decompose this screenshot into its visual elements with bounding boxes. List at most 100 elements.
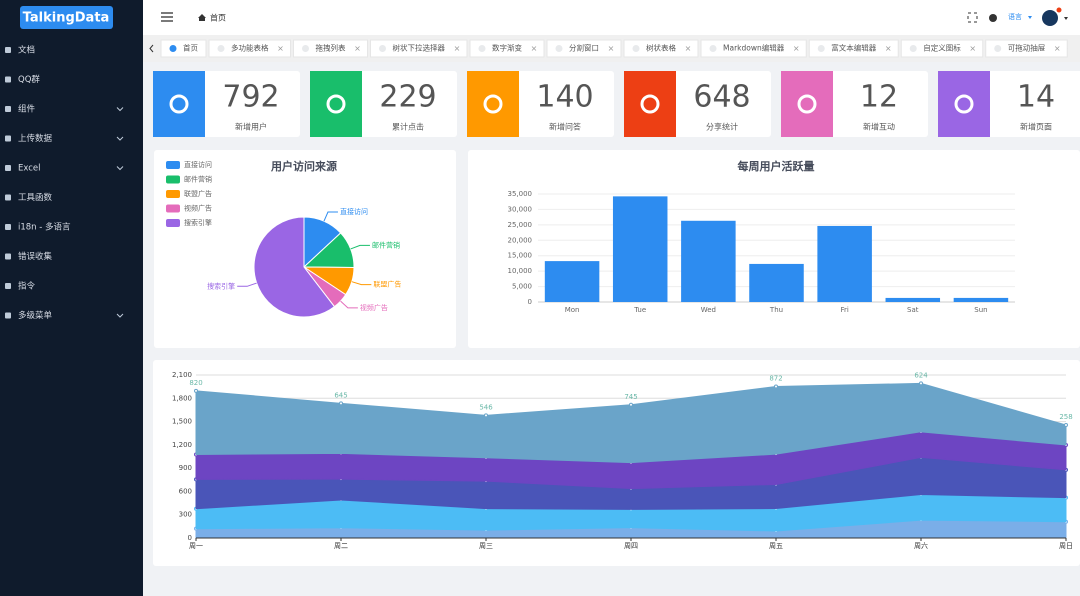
- tab[interactable]: [700, 39, 807, 58]
- menu-icon: [5, 194, 11, 201]
- menu-toggle[interactable]: [161, 12, 173, 22]
- menu-icon: [5, 253, 11, 260]
- tab[interactable]: [900, 39, 984, 58]
- slice-label: 联盟广告: [373, 280, 401, 289]
- stat-value: 12: [860, 80, 898, 115]
- tab[interactable]: [160, 39, 207, 58]
- value-label: 645: [334, 391, 347, 399]
- x-tick-label: Tue: [633, 306, 646, 314]
- x-tick-label: Sun: [974, 306, 987, 314]
- legend-label: 邮件营销: [184, 175, 212, 184]
- stat-icon-bg: [153, 71, 205, 137]
- slice-label: 视频广告: [360, 303, 388, 312]
- stat-icon-bg: [781, 71, 833, 137]
- bar: [612, 196, 668, 302]
- menu-item[interactable]: 错误收集: [18, 251, 53, 262]
- menu-item[interactable]: 多级菜单: [18, 310, 53, 321]
- stat-icon: [326, 94, 346, 114]
- breadcrumb[interactable]: 首页: [210, 13, 226, 23]
- bar: [544, 261, 600, 302]
- tab-close[interactable]: ×: [793, 44, 800, 53]
- y-tick-label: 30,000: [508, 205, 533, 213]
- tab-close[interactable]: ×: [969, 44, 976, 53]
- value-label: 872: [769, 374, 782, 382]
- tab[interactable]: [985, 39, 1068, 58]
- stat-label: 新增互动: [863, 122, 895, 132]
- tab-close[interactable]: ×: [885, 44, 892, 53]
- x-tick-label: 周日: [1059, 542, 1073, 550]
- legend-swatch[interactable]: [166, 175, 180, 184]
- tab-dot: [169, 45, 177, 52]
- y-tick-label: 1,200: [172, 441, 192, 449]
- tab-dot: [909, 45, 917, 52]
- bar: [817, 225, 872, 302]
- tab[interactable]: [808, 39, 899, 58]
- x-tick-label: 周六: [914, 541, 928, 550]
- tab-label: 自定义图标: [923, 43, 961, 53]
- bug-icon[interactable]: [989, 14, 997, 22]
- menu-item[interactable]: 文档: [18, 45, 35, 56]
- tab-close[interactable]: ×: [454, 44, 461, 53]
- tab-close[interactable]: ×: [277, 44, 284, 53]
- tab-dot: [302, 45, 309, 52]
- menu-icon: [5, 283, 11, 289]
- tab-close[interactable]: ×: [354, 44, 361, 53]
- value-label: 624: [914, 371, 928, 379]
- tab-dot: [709, 45, 717, 52]
- avatar[interactable]: [1042, 10, 1058, 26]
- tab-label: 树状下拉选择器: [393, 43, 446, 53]
- tab-close[interactable]: ×: [531, 44, 538, 53]
- menu-item[interactable]: Excel: [18, 164, 41, 174]
- tab-label: 数字渐变: [492, 43, 522, 53]
- stat-icon: [640, 94, 660, 114]
- tab-dot: [555, 45, 563, 52]
- header: [143, 0, 1080, 35]
- tab-close[interactable]: ×: [1054, 44, 1061, 53]
- value-label: 546: [479, 403, 493, 411]
- menu-icon: [5, 165, 11, 171]
- menu-icon: [5, 106, 11, 112]
- menu-item[interactable]: 组件: [18, 104, 36, 115]
- tab-dot: [217, 45, 225, 52]
- legend-swatch[interactable]: [166, 161, 180, 169]
- y-tick-label: 1,800: [172, 394, 192, 402]
- leader-line: [350, 244, 370, 250]
- tab-label: 首页: [183, 43, 198, 53]
- submenu-arrow: [116, 136, 124, 141]
- tab[interactable]: [208, 39, 291, 58]
- x-tick-label: Mon: [565, 306, 580, 314]
- tab-scroll-left[interactable]: [149, 44, 154, 53]
- tab-close[interactable]: ×: [608, 44, 615, 53]
- chart-title: 每周用户活跃量: [738, 159, 815, 173]
- legend-swatch[interactable]: [166, 204, 180, 213]
- tab-label: Markdown编辑器: [723, 43, 785, 53]
- menu-icon: [5, 312, 11, 319]
- tab[interactable]: [293, 39, 368, 58]
- y-tick-label: 25,000: [508, 221, 533, 229]
- menu-item[interactable]: 工具函数: [18, 192, 53, 203]
- submenu-arrow: [116, 107, 124, 112]
- submenu-arrow: [116, 313, 124, 318]
- menu-item[interactable]: 上传数据: [18, 133, 53, 144]
- tab[interactable]: [469, 39, 545, 58]
- tab-label: 树状表格: [646, 43, 676, 53]
- legend-swatch[interactable]: [166, 190, 180, 198]
- tab[interactable]: [370, 39, 468, 58]
- tab[interactable]: [546, 39, 622, 58]
- menu-item[interactable]: QQ群: [18, 74, 40, 85]
- legend-swatch[interactable]: [166, 219, 180, 227]
- menu-item[interactable]: i18n - 多语言: [18, 222, 71, 233]
- y-tick-label: 0: [528, 298, 532, 306]
- tab[interactable]: [623, 39, 699, 58]
- bar: [885, 297, 941, 302]
- tab-close[interactable]: ×: [685, 44, 692, 53]
- leader-line: [237, 282, 257, 287]
- menu-icon: [5, 76, 11, 83]
- y-tick-label: 1,500: [172, 418, 192, 426]
- logo[interactable]: [20, 6, 113, 29]
- menu-item[interactable]: 指令: [18, 281, 36, 292]
- badge: [1056, 7, 1062, 13]
- fullscreen-icon[interactable]: [967, 12, 978, 23]
- language-select[interactable]: 语言: [1008, 12, 1022, 21]
